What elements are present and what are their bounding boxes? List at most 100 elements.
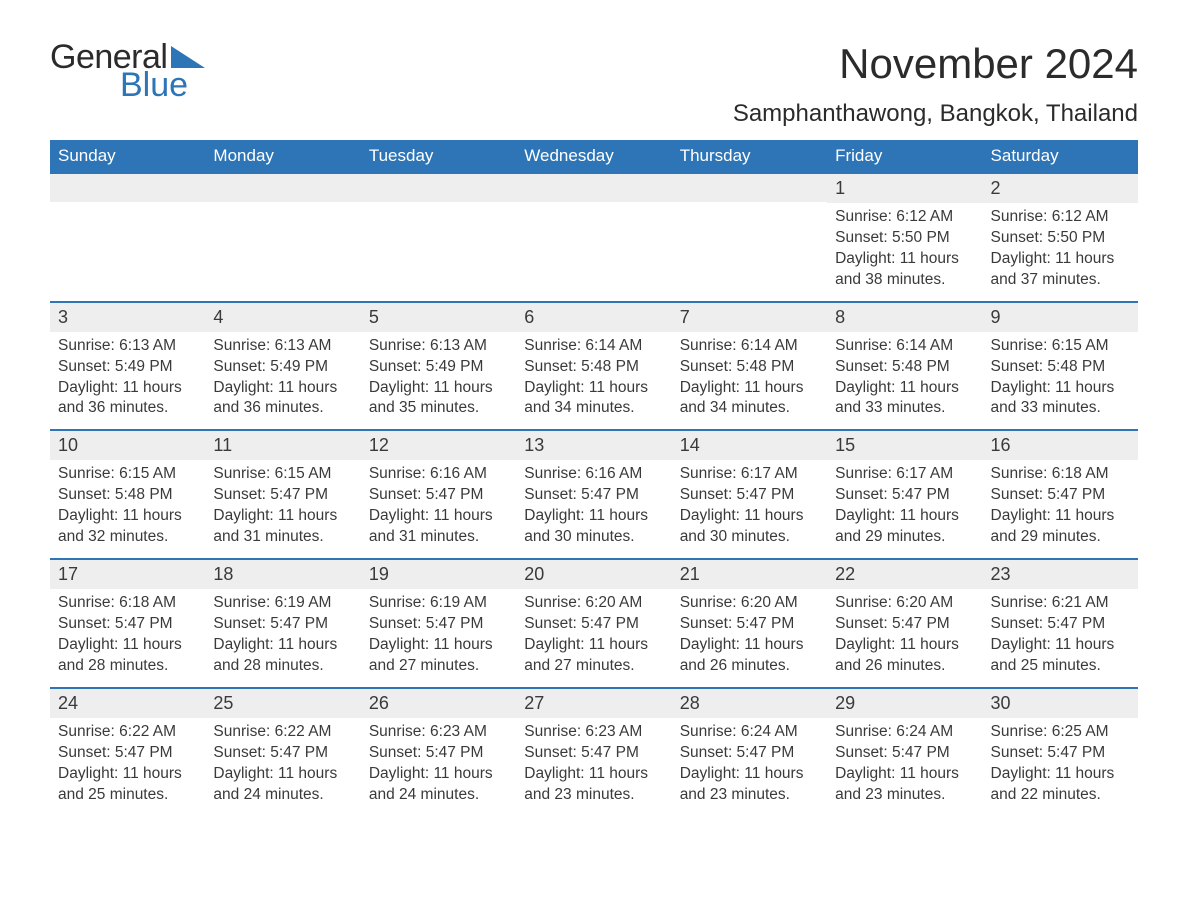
day-day2: and 31 minutes. [369,527,508,548]
day-details: Sunrise: 6:18 AMSunset: 5:47 PMDaylight:… [983,460,1138,558]
day-details: Sunrise: 6:14 AMSunset: 5:48 PMDaylight:… [516,332,671,430]
day-sunrise: Sunrise: 6:23 AM [369,722,508,743]
day-sunset: Sunset: 5:49 PM [58,357,197,378]
day-number: 22 [827,560,982,589]
day-number: 15 [827,431,982,460]
day-day2: and 34 minutes. [680,398,819,419]
day-number: 7 [672,303,827,332]
brand-logo: General Blue [50,40,205,102]
day-number: 18 [205,560,360,589]
day-details: Sunrise: 6:13 AMSunset: 5:49 PMDaylight:… [50,332,205,430]
day-sunset: Sunset: 5:49 PM [213,357,352,378]
weekday-header: Monday [205,140,360,172]
day-day1: Daylight: 11 hours [991,764,1130,785]
weekday-header: Saturday [983,140,1138,172]
calendar-week: 24Sunrise: 6:22 AMSunset: 5:47 PMDayligh… [50,687,1138,816]
day-sunset: Sunset: 5:47 PM [524,614,663,635]
day-day2: and 30 minutes. [680,527,819,548]
calendar-cell: 29Sunrise: 6:24 AMSunset: 5:47 PMDayligh… [827,689,982,816]
calendar-cell [50,174,205,301]
day-day1: Daylight: 11 hours [835,378,974,399]
day-sunset: Sunset: 5:50 PM [835,228,974,249]
day-day1: Daylight: 11 hours [213,635,352,656]
day-number: 30 [983,689,1138,718]
day-sunset: Sunset: 5:48 PM [991,357,1130,378]
day-details: Sunrise: 6:15 AMSunset: 5:47 PMDaylight:… [205,460,360,558]
day-sunset: Sunset: 5:50 PM [991,228,1130,249]
day-details: Sunrise: 6:22 AMSunset: 5:47 PMDaylight:… [50,718,205,816]
day-details: Sunrise: 6:14 AMSunset: 5:48 PMDaylight:… [827,332,982,430]
day-details: Sunrise: 6:24 AMSunset: 5:47 PMDaylight:… [827,718,982,816]
day-details: Sunrise: 6:25 AMSunset: 5:47 PMDaylight:… [983,718,1138,816]
day-day1: Daylight: 11 hours [524,764,663,785]
day-number: 10 [50,431,205,460]
day-details: Sunrise: 6:20 AMSunset: 5:47 PMDaylight:… [827,589,982,687]
calendar-week: 17Sunrise: 6:18 AMSunset: 5:47 PMDayligh… [50,558,1138,687]
location-text: Samphanthawong, Bangkok, Thailand [733,100,1138,128]
calendar-cell: 22Sunrise: 6:20 AMSunset: 5:47 PMDayligh… [827,560,982,687]
day-details: Sunrise: 6:13 AMSunset: 5:49 PMDaylight:… [205,332,360,430]
day-sunset: Sunset: 5:48 PM [524,357,663,378]
day-sunset: Sunset: 5:48 PM [680,357,819,378]
day-sunset: Sunset: 5:47 PM [213,743,352,764]
calendar-cell: 20Sunrise: 6:20 AMSunset: 5:47 PMDayligh… [516,560,671,687]
day-sunrise: Sunrise: 6:18 AM [58,593,197,614]
day-day2: and 22 minutes. [991,785,1130,806]
day-number: 9 [983,303,1138,332]
day-details: Sunrise: 6:24 AMSunset: 5:47 PMDaylight:… [672,718,827,816]
calendar-cell [361,174,516,301]
weekday-header: Tuesday [361,140,516,172]
day-day1: Daylight: 11 hours [991,249,1130,270]
day-number [672,174,827,202]
day-details: Sunrise: 6:14 AMSunset: 5:48 PMDaylight:… [672,332,827,430]
day-number: 27 [516,689,671,718]
day-sunrise: Sunrise: 6:21 AM [991,593,1130,614]
day-sunset: Sunset: 5:47 PM [524,743,663,764]
day-number: 5 [361,303,516,332]
day-day2: and 27 minutes. [369,656,508,677]
day-day2: and 32 minutes. [58,527,197,548]
day-sunset: Sunset: 5:47 PM [680,614,819,635]
day-details: Sunrise: 6:17 AMSunset: 5:47 PMDaylight:… [827,460,982,558]
day-day2: and 23 minutes. [680,785,819,806]
day-day2: and 23 minutes. [835,785,974,806]
day-day2: and 29 minutes. [835,527,974,548]
day-sunrise: Sunrise: 6:12 AM [835,207,974,228]
day-day1: Daylight: 11 hours [835,764,974,785]
day-day1: Daylight: 11 hours [369,764,508,785]
day-number: 29 [827,689,982,718]
day-day1: Daylight: 11 hours [213,378,352,399]
weekday-header: Sunday [50,140,205,172]
day-sunrise: Sunrise: 6:23 AM [524,722,663,743]
day-sunset: Sunset: 5:47 PM [369,743,508,764]
day-number: 3 [50,303,205,332]
calendar-cell: 6Sunrise: 6:14 AMSunset: 5:48 PMDaylight… [516,303,671,430]
day-number [516,174,671,202]
day-details: Sunrise: 6:12 AMSunset: 5:50 PMDaylight:… [983,203,1138,301]
day-sunrise: Sunrise: 6:17 AM [835,464,974,485]
day-number: 17 [50,560,205,589]
day-day2: and 29 minutes. [991,527,1130,548]
day-details: Sunrise: 6:19 AMSunset: 5:47 PMDaylight:… [205,589,360,687]
day-day1: Daylight: 11 hours [58,635,197,656]
day-sunset: Sunset: 5:47 PM [213,614,352,635]
day-number: 26 [361,689,516,718]
day-details: Sunrise: 6:15 AMSunset: 5:48 PMDaylight:… [50,460,205,558]
day-day1: Daylight: 11 hours [524,506,663,527]
day-sunrise: Sunrise: 6:19 AM [213,593,352,614]
day-day1: Daylight: 11 hours [369,506,508,527]
day-day2: and 24 minutes. [369,785,508,806]
day-day1: Daylight: 11 hours [58,378,197,399]
day-sunrise: Sunrise: 6:13 AM [213,336,352,357]
day-sunset: Sunset: 5:47 PM [991,485,1130,506]
day-day1: Daylight: 11 hours [835,506,974,527]
calendar-cell: 10Sunrise: 6:15 AMSunset: 5:48 PMDayligh… [50,431,205,558]
weekday-header: Wednesday [516,140,671,172]
day-day1: Daylight: 11 hours [524,635,663,656]
day-sunrise: Sunrise: 6:22 AM [213,722,352,743]
day-day2: and 27 minutes. [524,656,663,677]
day-details: Sunrise: 6:20 AMSunset: 5:47 PMDaylight:… [672,589,827,687]
day-sunrise: Sunrise: 6:20 AM [524,593,663,614]
day-day1: Daylight: 11 hours [680,764,819,785]
day-details: Sunrise: 6:15 AMSunset: 5:48 PMDaylight:… [983,332,1138,430]
